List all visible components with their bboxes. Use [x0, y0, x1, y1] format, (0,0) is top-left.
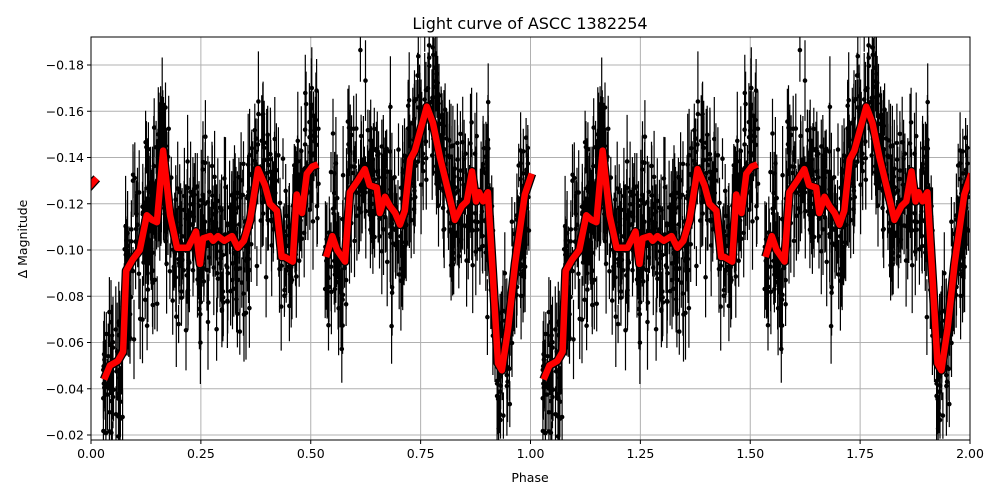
y-axis-ticks: −0.18 −0.16 −0.14 −0.12 −0.10 −0.08 −0.06 −0.04…	[46, 58, 91, 443]
y-tick-label: −0.06	[46, 335, 84, 350]
x-tick-label: 1.00	[517, 446, 545, 461]
model-curve	[91, 102, 970, 382]
x-tick-label: 0.75	[407, 446, 435, 461]
y-axis-label: Δ Magnitude	[15, 199, 30, 278]
y-tick-label: −0.16	[46, 104, 84, 119]
chart-title: Light curve of ASCC 1382254	[412, 14, 647, 33]
observation-points	[101, 37, 970, 440]
y-tick-label: −0.02	[46, 428, 84, 443]
x-tick-label: 0.00	[77, 446, 105, 461]
x-tick-label: 1.50	[736, 446, 764, 461]
y-tick-label: −0.10	[46, 243, 84, 258]
x-tick-label: 2.00	[956, 446, 984, 461]
x-tick-label: 1.25	[626, 446, 654, 461]
y-tick-label: −0.18	[46, 58, 84, 73]
x-axis-ticks: 0.00 0.25 0.50 0.75 1.00 1.25 1.50 1.75 2.00	[77, 440, 984, 461]
x-tick-label: 0.25	[187, 446, 215, 461]
x-axis-label: Phase	[511, 470, 549, 485]
y-tick-label: −0.14	[46, 150, 84, 165]
y-tick-label: −0.12	[46, 196, 84, 211]
x-tick-label: 0.50	[297, 446, 325, 461]
y-tick-label: −0.08	[46, 289, 84, 304]
y-tick-label: −0.04	[46, 381, 84, 396]
x-tick-label: 1.75	[846, 446, 874, 461]
